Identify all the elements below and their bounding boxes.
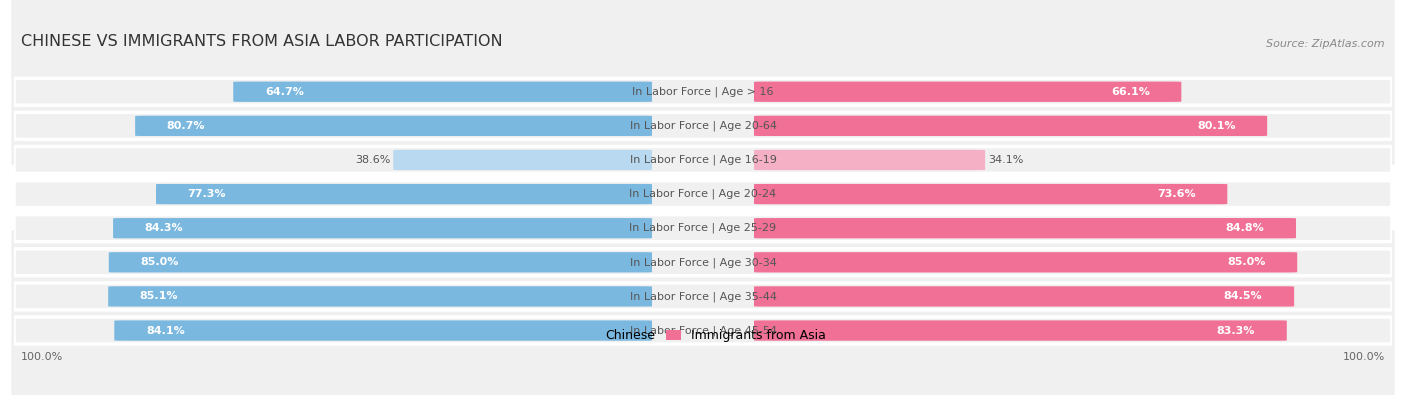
Text: 84.5%: 84.5% [1223,292,1263,301]
FancyBboxPatch shape [14,113,1392,139]
FancyBboxPatch shape [14,215,1392,242]
FancyBboxPatch shape [754,286,1294,307]
FancyBboxPatch shape [754,184,1227,204]
FancyBboxPatch shape [108,286,652,307]
FancyBboxPatch shape [108,252,652,273]
FancyBboxPatch shape [114,320,652,341]
Text: In Labor Force | Age 16-19: In Labor Force | Age 16-19 [630,155,776,165]
FancyBboxPatch shape [135,116,652,136]
Text: 85.0%: 85.0% [141,257,179,267]
Text: In Labor Force | Age 20-64: In Labor Force | Age 20-64 [630,120,776,131]
Text: 85.0%: 85.0% [1227,257,1265,267]
FancyBboxPatch shape [754,320,1286,341]
Text: Source: ZipAtlas.com: Source: ZipAtlas.com [1267,39,1385,49]
FancyBboxPatch shape [754,82,1181,102]
Text: In Labor Force | Age 35-44: In Labor Force | Age 35-44 [630,291,776,302]
Text: 38.6%: 38.6% [356,155,391,165]
FancyBboxPatch shape [14,317,1392,344]
FancyBboxPatch shape [14,181,1392,207]
Text: In Labor Force | Age 30-34: In Labor Force | Age 30-34 [630,257,776,267]
Text: 73.6%: 73.6% [1157,189,1195,199]
FancyBboxPatch shape [754,252,1298,273]
Text: 84.3%: 84.3% [145,223,183,233]
Text: In Labor Force | Age 45-54: In Labor Force | Age 45-54 [630,325,776,336]
FancyBboxPatch shape [233,82,652,102]
FancyBboxPatch shape [754,218,1296,238]
Text: In Labor Force | Age 25-29: In Labor Force | Age 25-29 [630,223,776,233]
Text: 84.1%: 84.1% [146,325,184,335]
FancyBboxPatch shape [14,78,1392,105]
Text: 83.3%: 83.3% [1216,325,1256,335]
Text: In Labor Force | Age 20-24: In Labor Force | Age 20-24 [630,189,776,199]
FancyBboxPatch shape [754,116,1267,136]
FancyBboxPatch shape [394,150,652,170]
Text: 80.7%: 80.7% [167,121,205,131]
FancyBboxPatch shape [14,147,1392,173]
Text: 66.1%: 66.1% [1111,87,1150,97]
Text: In Labor Force | Age > 16: In Labor Force | Age > 16 [633,87,773,97]
FancyBboxPatch shape [156,184,652,204]
Text: 84.8%: 84.8% [1226,223,1264,233]
Legend: Chinese, Immigrants from Asia: Chinese, Immigrants from Asia [575,324,831,347]
Text: 77.3%: 77.3% [187,189,226,199]
Text: CHINESE VS IMMIGRANTS FROM ASIA LABOR PARTICIPATION: CHINESE VS IMMIGRANTS FROM ASIA LABOR PA… [21,34,502,49]
FancyBboxPatch shape [14,249,1392,276]
Text: 100.0%: 100.0% [1343,352,1385,362]
FancyBboxPatch shape [754,150,986,170]
FancyBboxPatch shape [14,283,1392,310]
FancyBboxPatch shape [10,228,1396,395]
Text: 64.7%: 64.7% [264,87,304,97]
FancyBboxPatch shape [112,218,652,238]
FancyBboxPatch shape [10,0,1396,167]
Text: 85.1%: 85.1% [139,292,179,301]
Text: 100.0%: 100.0% [21,352,63,362]
Text: 34.1%: 34.1% [988,155,1024,165]
Text: 80.1%: 80.1% [1197,121,1236,131]
